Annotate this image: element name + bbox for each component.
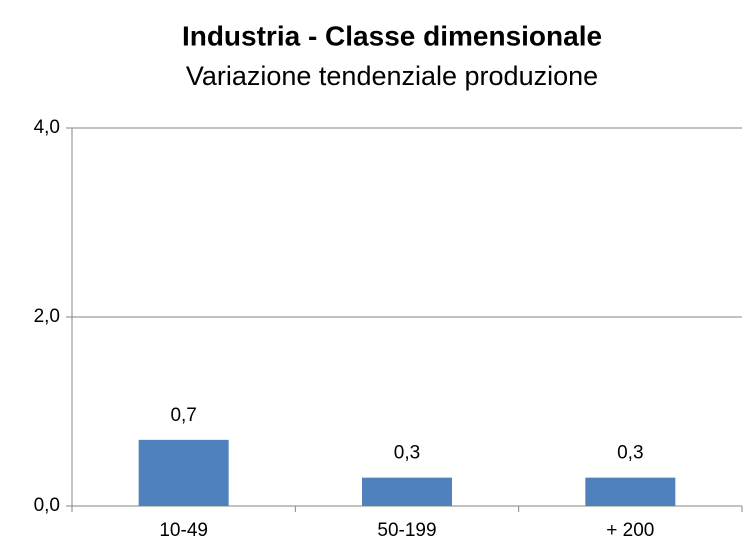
bar	[138, 439, 229, 506]
value-label: 0,3	[394, 443, 420, 464]
chart-subtitle: Variazione tendenziale produzione	[186, 61, 598, 91]
value-label: 0,3	[617, 443, 643, 464]
x-tick-label: 50-199	[377, 520, 436, 541]
y-tick-label: 0,0	[34, 495, 60, 516]
y-tick-label: 4,0	[34, 117, 60, 138]
bar	[362, 477, 452, 506]
bar	[585, 477, 676, 506]
x-tick-label: + 200	[606, 520, 654, 541]
value-label: 0,7	[170, 405, 196, 426]
y-tick-label: 2,0	[34, 306, 60, 327]
x-tick-label: 10-49	[159, 520, 208, 541]
chart-title: Industria - Classe dimensionale	[182, 20, 602, 51]
